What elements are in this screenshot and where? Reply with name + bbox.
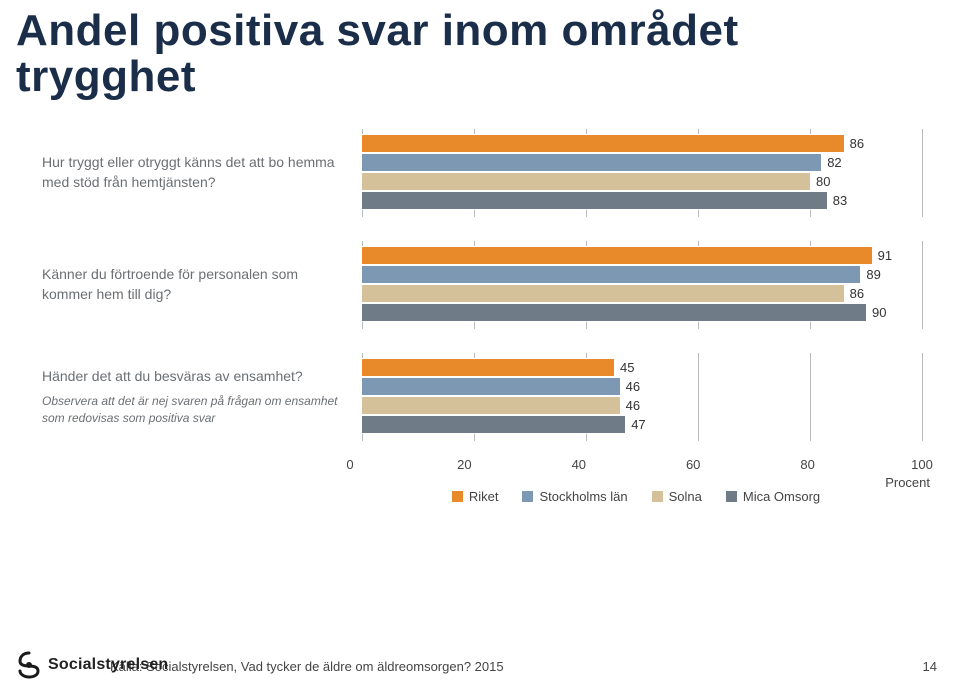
group-note: Observera att det är nej svaren på fråga… <box>42 393 350 427</box>
legend-items: Riket Stockholms län Solna Mica Omsorg <box>350 489 922 504</box>
title-line2: trygghet <box>16 52 196 101</box>
bar-value: 83 <box>833 193 847 208</box>
x-tick: 40 <box>572 457 586 472</box>
source-citation: Källa: Socialstyrelsen, Vad tycker de äl… <box>110 659 504 674</box>
legend-swatch <box>452 491 463 502</box>
bar-value: 46 <box>626 398 640 413</box>
x-axis: 020406080100Procent <box>42 453 922 483</box>
grid-line <box>810 353 811 441</box>
chart-group: Händer det att du besväras av ensamhet?O… <box>42 359 922 435</box>
legend-item: Riket <box>452 489 499 504</box>
page-title: Andel positiva svar inom området trygghe… <box>16 8 739 100</box>
bar-value: 45 <box>620 360 634 375</box>
legend-swatch <box>522 491 533 502</box>
bar <box>362 154 821 171</box>
bar-cluster: 91 8986 90 <box>362 247 922 323</box>
group-label: Händer det att du besväras av ensamhet?O… <box>42 367 362 426</box>
x-tick: 60 <box>686 457 700 472</box>
bar-cluster: 45 46 46 47 <box>362 359 922 435</box>
grid-line <box>698 353 699 441</box>
chart-group: Känner du förtroende för personalen som … <box>42 247 922 323</box>
title-line1: Andel positiva svar inom området <box>16 6 739 55</box>
page-number: 14 <box>923 659 937 674</box>
legend-swatch <box>726 491 737 502</box>
x-tick: 100 <box>911 457 933 472</box>
x-tick: 0 <box>346 457 353 472</box>
legend-item: Stockholms län <box>522 489 627 504</box>
chart-group: Hur tryggt eller otryggt känns det att b… <box>42 135 922 211</box>
logo: Socialstyrelsen <box>14 650 168 680</box>
legend-item: Mica Omsorg <box>726 489 820 504</box>
x-axis-ticks: 020406080100Procent <box>350 453 922 483</box>
bar <box>362 304 866 321</box>
bar-value: 89 <box>866 267 880 282</box>
bar-value: 86 <box>850 136 864 151</box>
bar-value: 90 <box>872 305 886 320</box>
logo-icon <box>14 650 44 680</box>
bar-value: 47 <box>631 417 645 432</box>
grid-line <box>922 129 923 217</box>
legend-label: Solna <box>669 489 702 504</box>
bar <box>362 135 844 152</box>
x-axis-label: Procent <box>885 475 930 490</box>
x-tick: 20 <box>457 457 471 472</box>
legend-item: Solna <box>652 489 702 504</box>
legend: Riket Stockholms län Solna Mica Omsorg <box>42 489 922 504</box>
grid-line <box>922 353 923 441</box>
logo-text: Socialstyrelsen <box>48 656 168 674</box>
bar <box>362 378 620 395</box>
bar <box>362 285 844 302</box>
bar-value: 91 <box>878 248 892 263</box>
bar-value: 80 <box>816 174 830 189</box>
bar <box>362 247 872 264</box>
x-tick: 80 <box>800 457 814 472</box>
legend-label: Mica Omsorg <box>743 489 820 504</box>
group-label: Känner du förtroende för personalen som … <box>42 265 362 304</box>
chart: Hur tryggt eller otryggt känns det att b… <box>42 135 922 504</box>
bar <box>362 397 620 414</box>
legend-label: Riket <box>469 489 499 504</box>
bar-value: 82 <box>827 155 841 170</box>
group-label: Hur tryggt eller otryggt känns det att b… <box>42 153 362 192</box>
legend-label: Stockholms län <box>539 489 627 504</box>
bar <box>362 359 614 376</box>
bar <box>362 416 625 433</box>
bar-value: 46 <box>626 379 640 394</box>
grid-line <box>922 241 923 329</box>
bar <box>362 192 827 209</box>
bar-cluster: 86 82 8083 <box>362 135 922 211</box>
bar-value: 86 <box>850 286 864 301</box>
bar <box>362 173 810 190</box>
bar <box>362 266 860 283</box>
legend-swatch <box>652 491 663 502</box>
